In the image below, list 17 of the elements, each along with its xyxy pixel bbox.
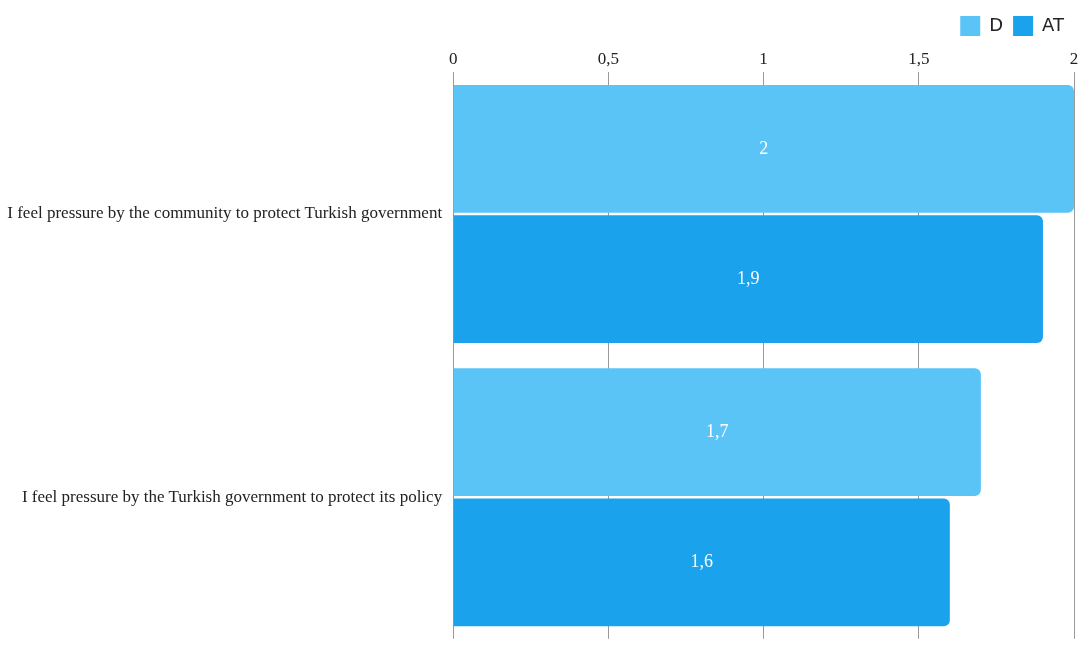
legend-label: D: [989, 13, 1004, 35]
x-tick-label: 1,5: [908, 48, 930, 68]
x-tick-label: 2: [1069, 48, 1079, 68]
data-label: 2: [759, 137, 769, 158]
x-tick-label: 1: [759, 48, 768, 68]
bar: [453, 498, 950, 627]
bar: [453, 368, 981, 496]
y-tick-label: I feel pressure by the community to protect Turkish government: [7, 203, 443, 223]
y-tick-label: I feel pressure by the Turkish government to protect its policy: [21, 486, 443, 506]
x-tick-label: 0,5: [597, 48, 619, 68]
x-tick-label: 0: [448, 48, 458, 68]
data-label: 1,9: [737, 267, 760, 288]
bar: [453, 85, 1074, 213]
data-label: 1,7: [706, 420, 729, 441]
legend-label: AT: [1042, 13, 1065, 35]
data-label: 1,6: [690, 551, 713, 572]
bar: [453, 215, 1043, 343]
